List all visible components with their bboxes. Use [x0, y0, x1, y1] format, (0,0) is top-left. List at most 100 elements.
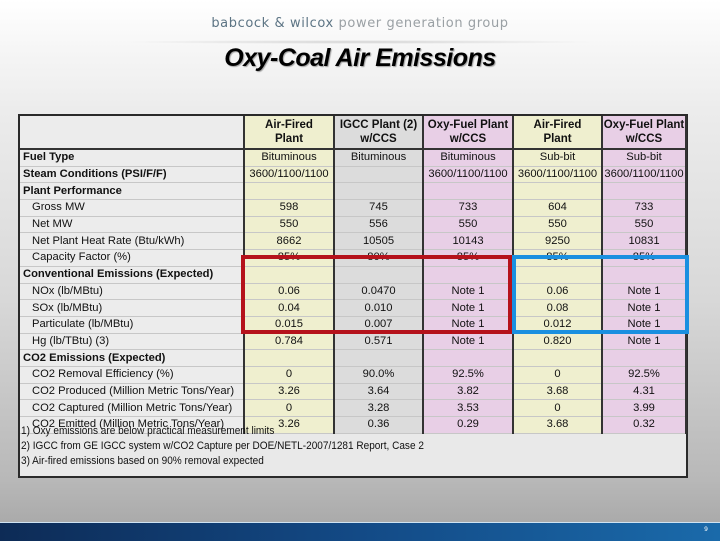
table-row: CO2 Produced (Million Metric Tons/Year) 3… — [20, 383, 687, 401]
table-footnotes: 1) Oxy emissions are below practical mea… — [20, 414, 687, 469]
brand-logo-text: babcock & wilcox power generation group — [0, 16, 720, 31]
cell — [602, 349, 687, 367]
cell — [513, 349, 603, 367]
row-label: Gross MW — [20, 199, 245, 217]
cell: 92.5% — [602, 366, 687, 384]
cell — [423, 266, 514, 284]
cell: 3600/1100/1100 — [513, 166, 603, 184]
cell: Note 1 — [423, 333, 514, 351]
row-label: Plant Performance — [20, 182, 245, 201]
cell: 0.08 — [513, 299, 603, 317]
brand-primary: babcock & wilcox — [211, 16, 334, 31]
row-label: Conventional Emissions (Expected) — [20, 266, 245, 284]
cell: Sub-bit — [513, 149, 603, 167]
footnote-3: 3) Air-fired emissions based on 90% remo… — [21, 455, 264, 467]
footer-bar: 9 — [0, 522, 720, 541]
cell: 733 — [602, 199, 687, 217]
cell: Note 1 — [602, 333, 687, 351]
row-label: Net Plant Heat Rate (Btu/kWh) — [20, 232, 245, 251]
header-blank-cell — [20, 116, 245, 150]
row-label: Fuel Type — [20, 149, 245, 167]
cell: 0.04 — [244, 299, 335, 317]
table-row: CO2 Captured (Million Metric Tons/Year) 0… — [20, 399, 687, 417]
footnote-2: 2) IGCC from GE IGCC system w/CO2 Captur… — [21, 440, 424, 452]
slide-title: Oxy-Coal Air Emissions — [224, 44, 496, 72]
row-label: SOx (lb/MBtu) — [20, 299, 245, 317]
table-row: Hg (lb/TBtu) (3) 0.784 0.571 Note 1 0.820 Not… — [20, 333, 687, 351]
cell: 90.0% — [334, 366, 424, 384]
row-label: Particulate (lb/MBtu) — [20, 316, 245, 334]
cell: 0.32 — [602, 416, 687, 434]
emissions-table-container: Air-Fired Plant IGCC Plant (2) w/CCS Oxy-F… — [18, 114, 688, 478]
row-label: Hg (lb/TBtu) (3) — [20, 333, 245, 351]
cell: Note 1 — [602, 316, 687, 334]
cell: 92.5% — [423, 366, 514, 384]
cell: Note 1 — [602, 299, 687, 317]
cell — [244, 182, 335, 201]
footnote-1: 1) Oxy emissions are below practical mea… — [21, 425, 275, 437]
cell: 0 — [513, 366, 603, 384]
cell: 733 — [423, 199, 514, 217]
row-label: CO2 Emissions (Expected) — [20, 349, 245, 367]
cell: 0 — [513, 399, 603, 417]
cell: 0.784 — [244, 333, 335, 351]
column-header-oxy-fuel-bituminous: Oxy-Fuel Plant w/CCS — [423, 116, 514, 150]
cell: 3.26 — [244, 416, 335, 434]
cell: 85% — [602, 249, 687, 267]
column-header-air-fired-bituminous: Air-Fired Plant — [244, 116, 335, 150]
cell: 598 — [244, 199, 335, 217]
row-label: CO2 Removal Efficiency (%) — [20, 366, 245, 384]
cell: Bituminous — [423, 149, 514, 167]
cell: 604 — [513, 199, 603, 217]
table-row: Conventional Emissions (Expected) — [20, 266, 687, 284]
row-label: Net MW — [20, 216, 245, 234]
cell: 3.53 — [423, 399, 514, 417]
row-label: NOx (lb/MBtu) — [20, 283, 245, 301]
table-row: Capacity Factor (%) 85% 80% 85% 85% 85% — [20, 249, 687, 267]
cell: 3600/1100/1100 — [423, 166, 514, 184]
row-label: CO2 Emitted (Million Metric Tons/Year) — [20, 416, 245, 434]
table-row: CO2 Removal Efficiency (%) 0 90.0% 92.5% 0 92… — [20, 366, 687, 384]
cell: 556 — [334, 216, 424, 234]
cell: 0.820 — [513, 333, 603, 351]
cell — [244, 349, 335, 367]
cell: 9250 — [513, 232, 603, 251]
column-header-air-fired-subbit: Air-Fired Plant — [513, 116, 603, 150]
cell: 8662 — [244, 232, 335, 251]
cell: 550 — [513, 216, 603, 234]
table-row: Steam Conditions (PSI/F/F) 3600/1100/1100… — [20, 166, 687, 184]
cell: 0 — [244, 399, 335, 417]
cell: 10831 — [602, 232, 687, 251]
column-header-oxy-fuel-subbit: Oxy-Fuel Plant w/CCS — [602, 116, 687, 150]
cell: 3600/1100/1100 — [602, 166, 687, 184]
cell: 10505 — [334, 232, 424, 251]
cell — [423, 182, 514, 201]
table-row: Particulate (lb/MBtu) 0.015 0.007 Note 1 0.0… — [20, 316, 687, 334]
row-label: CO2 Produced (Million Metric Tons/Year) — [20, 383, 245, 401]
cell — [244, 266, 335, 284]
cell: Bituminous — [334, 149, 424, 167]
cell: 3.68 — [513, 383, 603, 401]
cell: 10143 — [423, 232, 514, 251]
table-row: Net Plant Heat Rate (Btu/kWh) 8662 10505 10… — [20, 232, 687, 251]
cell: 0.36 — [334, 416, 424, 434]
cell: 3.64 — [334, 383, 424, 401]
cell: 4.31 — [602, 383, 687, 401]
cell: 550 — [602, 216, 687, 234]
table-row: Fuel Type Bituminous Bituminous Bituminous S… — [20, 149, 687, 167]
cell: 0.015 — [244, 316, 335, 334]
cell: 3.99 — [602, 399, 687, 417]
table-row: CO2 Emitted (Million Metric Tons/Year) 3.… — [20, 416, 687, 434]
cell: 85% — [513, 249, 603, 267]
cell: 0.012 — [513, 316, 603, 334]
cell: 80% — [334, 249, 424, 267]
cell — [423, 349, 514, 367]
cell: 3.82 — [423, 383, 514, 401]
table-row: CO2 Emissions (Expected) — [20, 349, 687, 367]
cell: Sub-bit — [602, 149, 687, 167]
table-row: Net MW 550 556 550 550 550 — [20, 216, 687, 234]
cell: 85% — [244, 249, 335, 267]
cell: 85% — [423, 249, 514, 267]
cell: 0.571 — [334, 333, 424, 351]
page-number: 9 — [704, 526, 708, 533]
